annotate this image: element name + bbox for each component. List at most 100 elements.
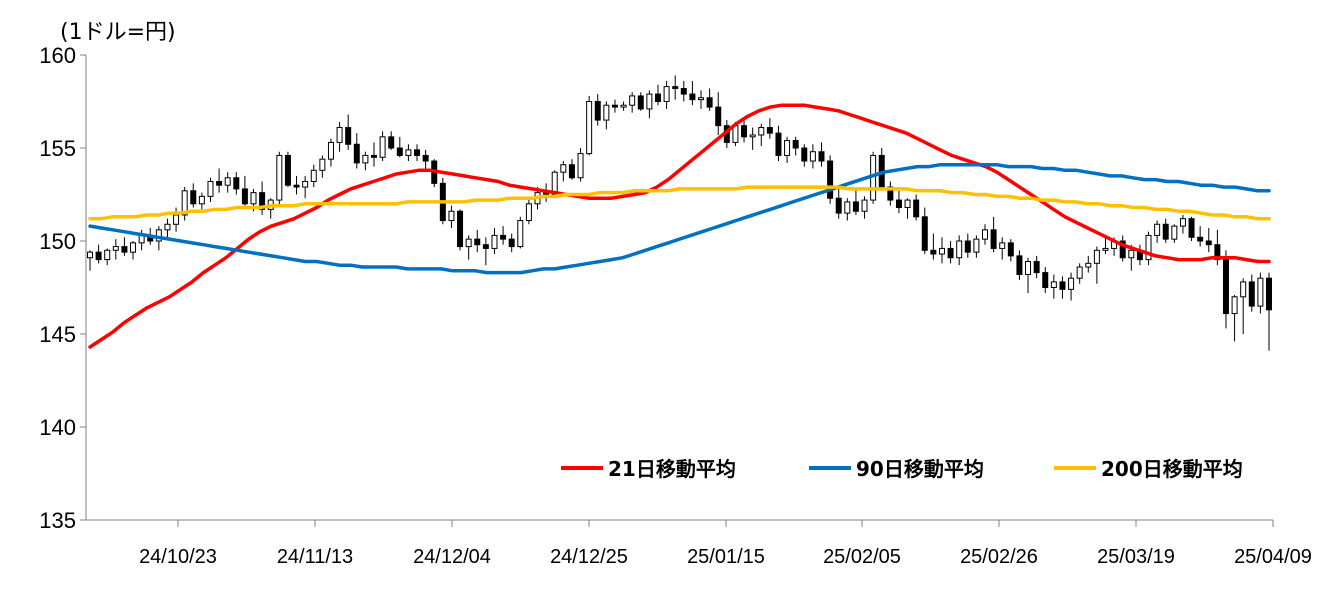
candle-body — [1214, 244, 1221, 261]
candle-body — [379, 136, 386, 158]
candle-body — [560, 164, 567, 173]
candle-body — [1076, 266, 1083, 279]
candle — [827, 155, 834, 204]
candle — [1042, 267, 1049, 294]
candle-body — [586, 101, 593, 155]
candle — [414, 144, 421, 162]
candle — [1222, 250, 1229, 329]
candle — [1197, 226, 1204, 247]
chart-axes: 135 140 145 150 155 160 24/10/23 24/11/13 24/12/… — [39, 43, 1312, 568]
candle — [577, 148, 584, 182]
candle — [474, 229, 481, 253]
candle — [1154, 220, 1161, 243]
candle — [370, 142, 377, 167]
candle-body — [112, 246, 119, 251]
candle-body — [1205, 240, 1212, 246]
candle — [663, 81, 670, 109]
candle-body — [1042, 272, 1049, 288]
x-tick-label: 25/01/15 — [687, 546, 765, 568]
candle — [310, 164, 317, 188]
candle-body — [680, 87, 687, 95]
candle — [448, 205, 455, 228]
candle — [388, 131, 395, 150]
candle-body — [250, 192, 257, 205]
candle — [852, 188, 859, 215]
candle — [964, 233, 971, 258]
candle — [1085, 255, 1092, 273]
candle-body — [173, 214, 180, 225]
candle-body — [198, 195, 205, 205]
x-tick-label: 25/04/09 — [1234, 546, 1312, 568]
candle — [930, 233, 937, 260]
candle — [913, 194, 920, 221]
candle — [801, 144, 808, 167]
candle — [284, 151, 291, 188]
candle-body — [233, 177, 240, 190]
candle — [362, 151, 369, 171]
candle-body — [568, 164, 575, 179]
candle-body — [766, 127, 773, 134]
candle-body — [758, 127, 765, 136]
candle-body — [482, 244, 489, 249]
candle-body — [947, 247, 954, 259]
candle — [1025, 257, 1032, 294]
candle-body — [310, 169, 317, 182]
candle-body — [216, 180, 223, 186]
candle — [861, 196, 868, 219]
candle-body — [844, 201, 851, 214]
candle-body — [293, 184, 300, 188]
candle — [818, 142, 825, 167]
candle-body — [302, 180, 309, 188]
candle-body — [276, 154, 283, 201]
ma-line-21 — [88, 103, 1271, 349]
candle — [784, 136, 791, 163]
candle-body — [1179, 218, 1186, 227]
candle — [1016, 250, 1023, 281]
candle-body — [904, 199, 911, 209]
candle — [654, 84, 661, 106]
candle — [121, 237, 128, 256]
candle-body — [913, 199, 920, 218]
candle-body — [1119, 240, 1126, 259]
ma-line-200 — [88, 185, 1271, 221]
candle — [629, 92, 636, 113]
candle — [792, 136, 799, 156]
candle — [173, 207, 180, 232]
candle — [1257, 272, 1264, 314]
x-tick-label: 24/11/13 — [277, 546, 353, 568]
y-tick-label: 140 — [39, 415, 76, 440]
candle — [680, 81, 687, 102]
candle — [319, 155, 326, 178]
x-tick-label: 25/02/05 — [823, 546, 901, 568]
candle-body — [1197, 236, 1204, 242]
candle — [749, 127, 756, 150]
candle-body — [1162, 223, 1169, 240]
candle — [646, 90, 653, 119]
x-tick-label: 24/10/23 — [139, 546, 217, 568]
candle-body — [689, 93, 696, 101]
candle-body — [792, 140, 799, 149]
candle-body — [973, 238, 980, 253]
candle-body — [809, 151, 816, 162]
candlestick-series — [87, 75, 1272, 351]
candle-body — [370, 154, 377, 158]
candle — [1050, 274, 1057, 299]
candle-body — [852, 201, 859, 212]
y-tick-label: 160 — [39, 43, 76, 68]
candle — [345, 114, 352, 150]
candle-body — [422, 154, 429, 162]
candle-body — [1033, 260, 1040, 274]
candle-body — [1266, 277, 1272, 311]
candle-body — [353, 143, 360, 164]
candle — [938, 237, 945, 264]
candle — [1248, 274, 1255, 312]
candle — [620, 101, 627, 111]
legend-label-90: 90日移動平均 — [856, 457, 984, 481]
candle-body — [818, 151, 825, 162]
candle — [130, 241, 137, 260]
candle — [672, 75, 679, 100]
candle — [1266, 272, 1272, 351]
candle-body — [95, 251, 102, 261]
candle-body — [827, 160, 834, 199]
candle-body — [611, 104, 618, 108]
